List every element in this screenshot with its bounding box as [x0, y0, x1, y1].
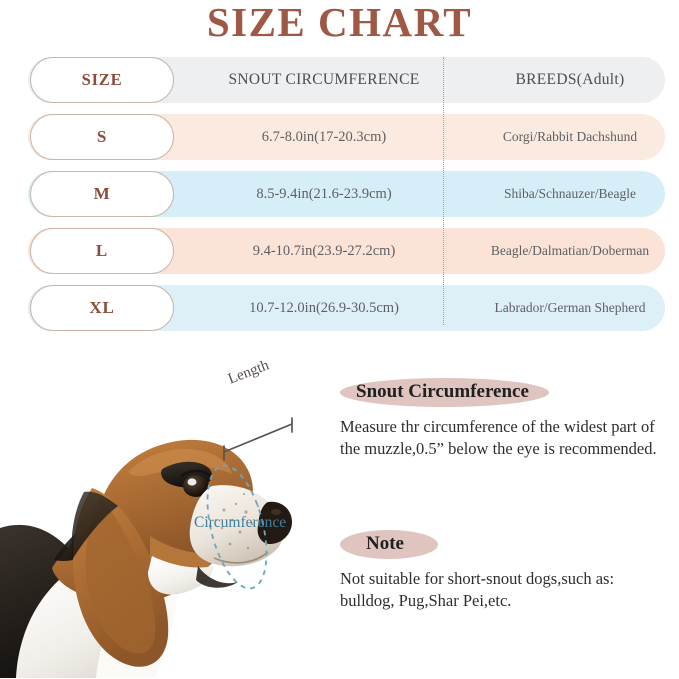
panel-snout-circumference: Snout Circumference Measure thr circumfe…	[340, 378, 662, 461]
breeds-value-m: Shiba/Schnauzer/Beagle	[504, 186, 636, 201]
table-row: M 8.5-9.4in(21.6-23.9cm) Shiba/Schnauzer…	[28, 171, 665, 217]
column-header-size: SIZE	[30, 57, 174, 103]
page-title: SIZE CHART	[206, 0, 473, 45]
column-header-breeds: BREEDS(Adult)	[515, 71, 625, 88]
table-row: S 6.7-8.0in(17-20.3cm) Corgi/Rabbit Dach…	[28, 114, 665, 160]
size-chart-table: SIZE SNOUT CIRCUMFERENCE BREEDS(Adult) S…	[0, 57, 679, 335]
dog-photo	[0, 360, 340, 679]
column-header-snout: SNOUT CIRCUMFERENCE	[228, 71, 420, 88]
table-row: XL 10.7-12.0in(26.9-30.5cm) Labrador/Ger…	[28, 285, 665, 331]
breeds-value-s: Corgi/Rabbit Dachshund	[502, 129, 638, 144]
breeds-value-xl: Labrador/German Shepherd	[494, 300, 646, 315]
size-pill-m: M	[30, 171, 174, 217]
column-divider	[443, 57, 444, 325]
breeds-value-l: Beagle/Dalmatian/Doberman	[490, 243, 650, 258]
size-pill-s: S	[30, 114, 174, 160]
panel-heading-note: Note	[340, 530, 438, 559]
snout-value-m: 8.5-9.4in(21.6-23.9cm)	[256, 185, 392, 202]
panel-note: Note Not suitable for short-snout dogs,s…	[340, 530, 662, 613]
size-pill-l: L	[30, 228, 174, 274]
panel-heading-snout: Snout Circumference	[340, 378, 549, 407]
panel-body-snout: Measure thr circumference of the widest …	[340, 417, 657, 459]
snout-value-xl: 10.7-12.0in(26.9-30.5cm)	[249, 299, 399, 316]
circumference-label: Circumference	[194, 514, 287, 531]
snout-value-s: 6.7-8.0in(17-20.3cm)	[261, 128, 387, 145]
snout-value-l: 9.4-10.7in(23.9-27.2cm)	[252, 242, 396, 259]
panel-body-note: Not suitable for short-snout dogs,such a…	[340, 569, 615, 611]
size-pill-xl: XL	[30, 285, 174, 331]
table-row: L 9.4-10.7in(23.9-27.2cm) Beagle/Dalmati…	[28, 228, 665, 274]
table-header-row: SIZE SNOUT CIRCUMFERENCE BREEDS(Adult)	[28, 57, 665, 103]
